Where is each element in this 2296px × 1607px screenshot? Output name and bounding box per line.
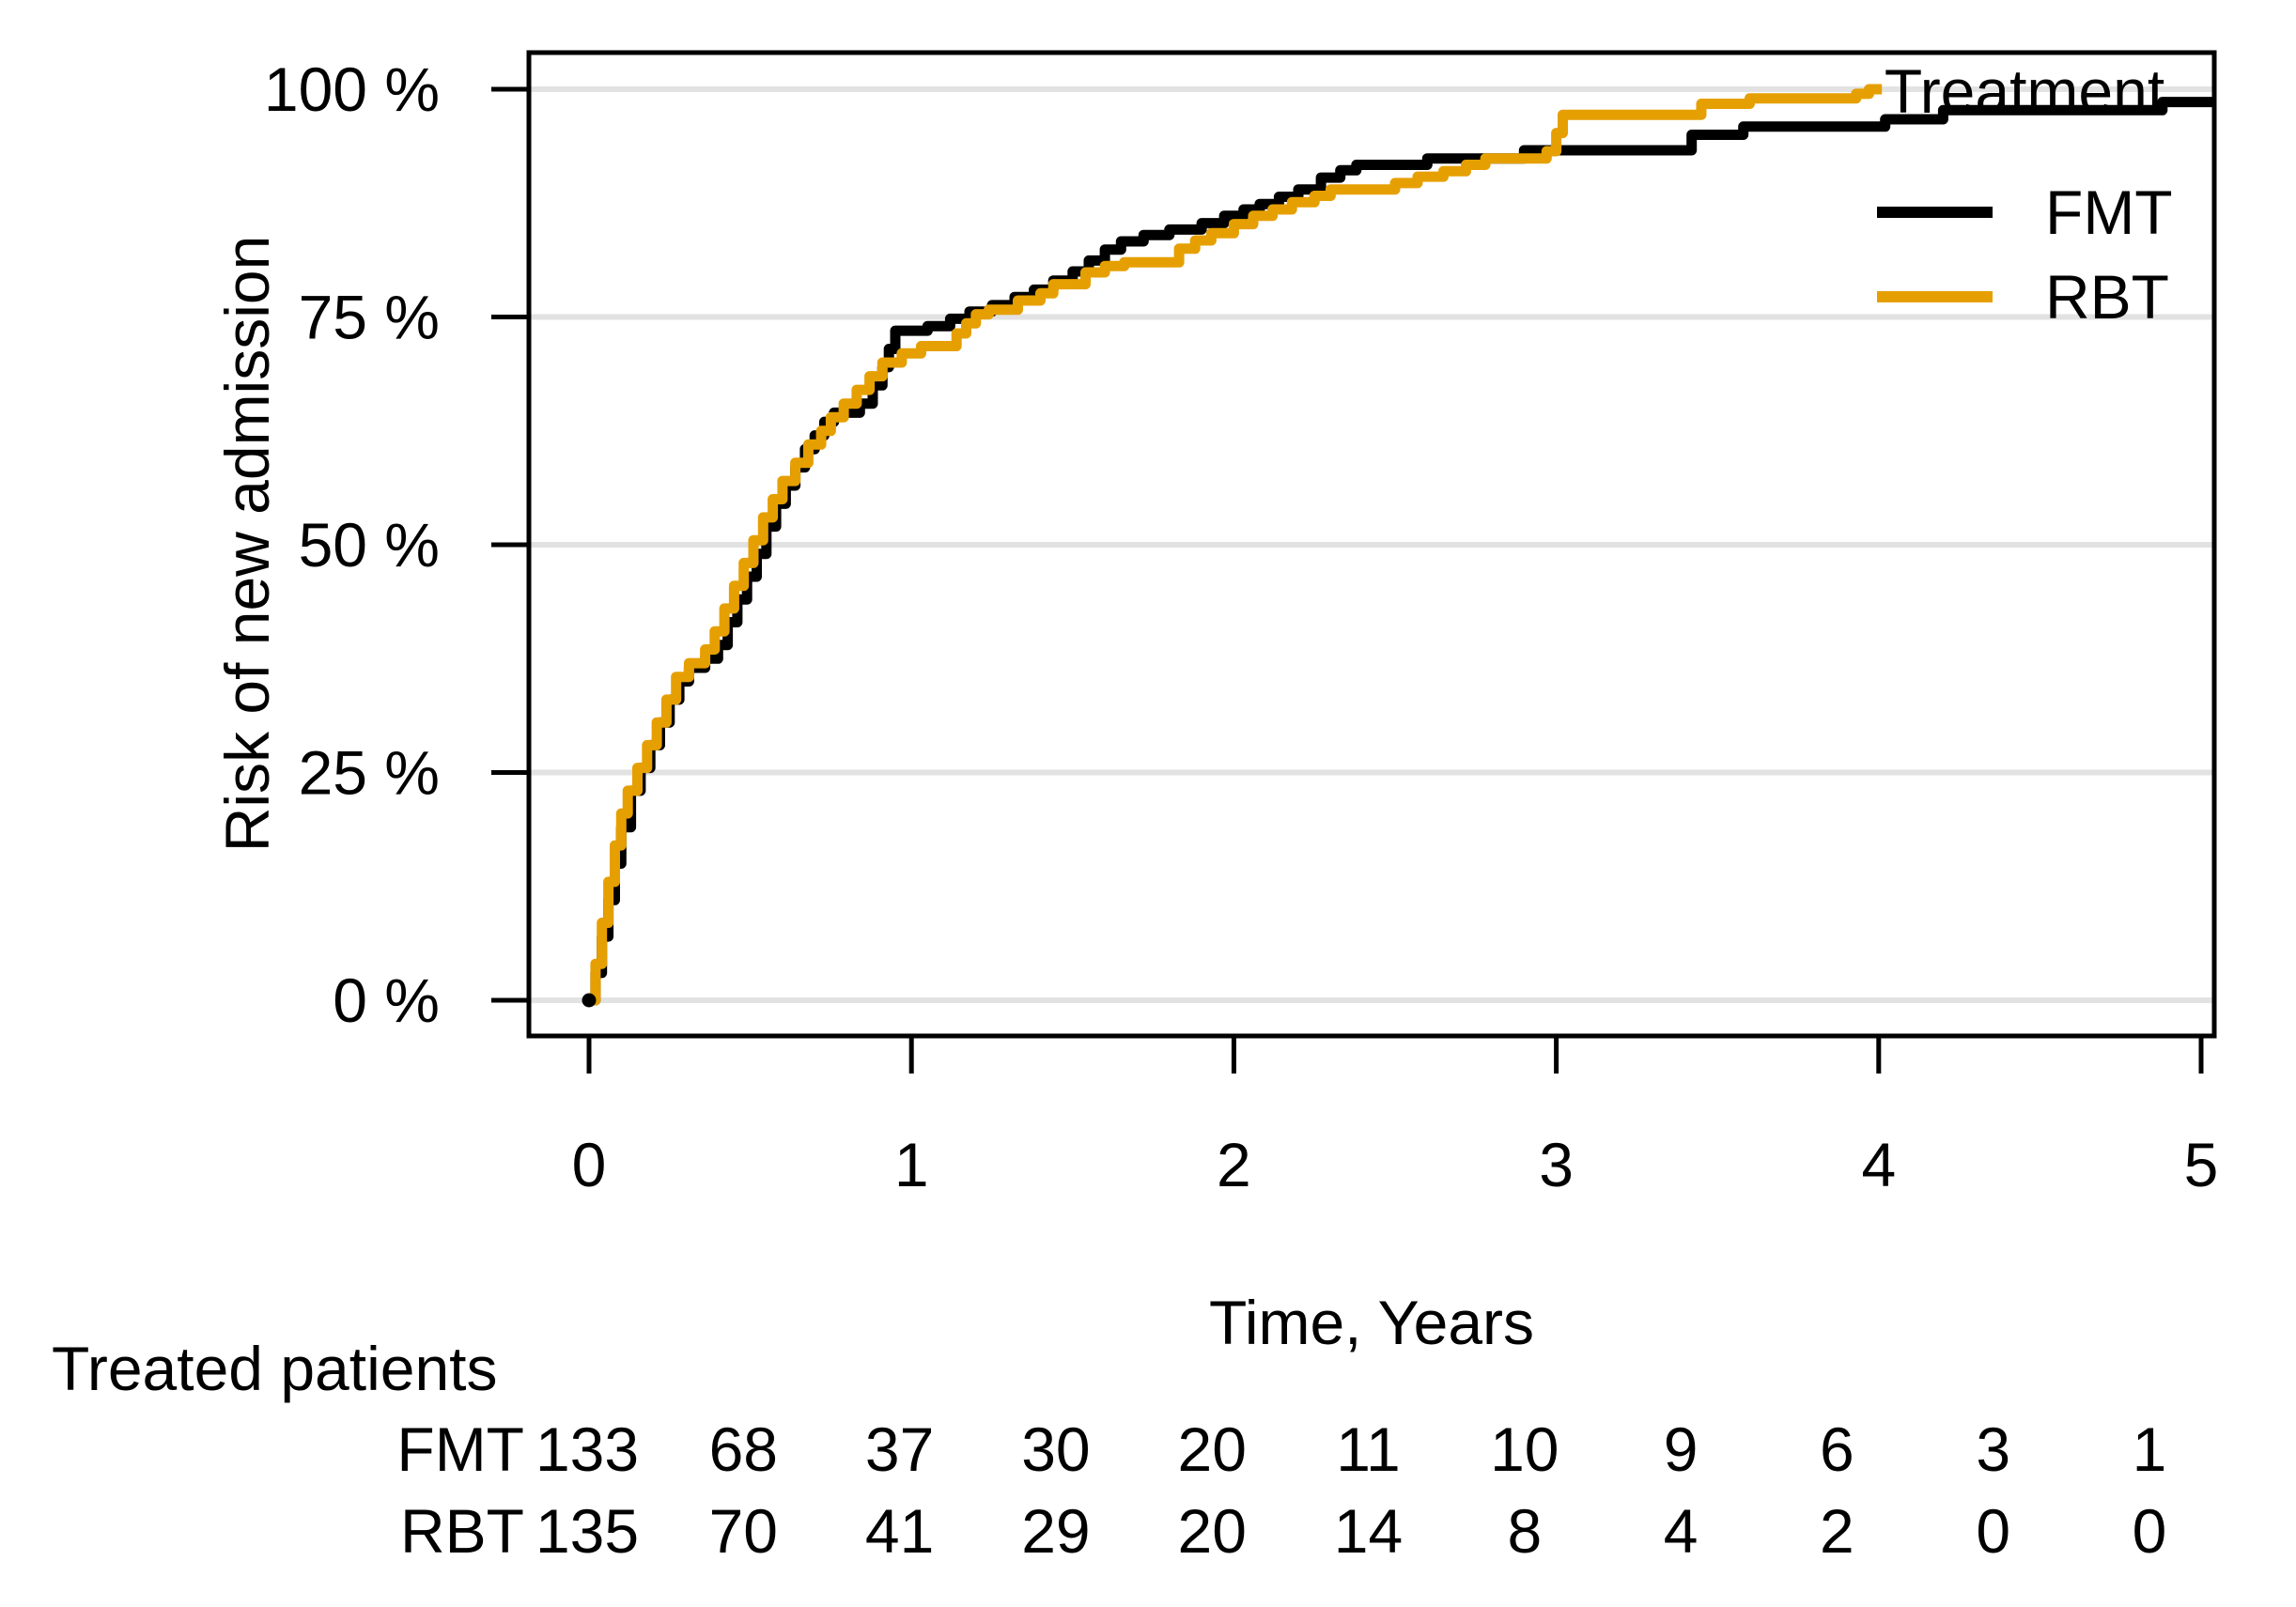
- legend-label-rbt: RBT: [2045, 262, 2169, 332]
- risk-table-row-label-rbt: RBT: [400, 1496, 524, 1566]
- risk-count-fmt: 10: [1490, 1414, 1559, 1484]
- y-tick-label: 50 %: [299, 510, 440, 579]
- risk-count-rbt: 2: [1820, 1496, 1854, 1566]
- risk-count-rbt: 0: [1976, 1496, 2010, 1566]
- risk-count-rbt: 0: [2133, 1496, 2167, 1566]
- risk-count-rbt: 8: [1507, 1496, 1542, 1566]
- risk-count-rbt: 41: [865, 1496, 934, 1566]
- survival-curves: [589, 84, 2214, 1006]
- y-axis-title: Risk of new admission: [212, 236, 282, 853]
- x-tick-label: 3: [1539, 1130, 1574, 1199]
- risk-count-rbt: 4: [1664, 1496, 1699, 1566]
- x-tick-label: 1: [894, 1130, 929, 1199]
- x-tick-label: 2: [1217, 1130, 1251, 1199]
- risk-count-rbt: 135: [535, 1496, 639, 1566]
- gridlines: [529, 86, 2214, 1003]
- risk-count-fmt: 68: [709, 1414, 778, 1484]
- x-tick-label: 5: [2184, 1130, 2219, 1199]
- legend: Treatment FMT RBT: [1877, 56, 2173, 332]
- risk-count-rbt: 29: [1021, 1496, 1090, 1566]
- y-tick-label: 100 %: [264, 54, 440, 124]
- fmt-curve: [589, 97, 2214, 1006]
- risk-count-fmt: 3: [1976, 1414, 2010, 1484]
- risk-count-fmt: 30: [1021, 1414, 1090, 1484]
- risk-count-fmt: 20: [1177, 1414, 1246, 1484]
- risk-count-fmt: 133: [535, 1414, 639, 1484]
- origin-dot: [582, 993, 597, 1008]
- risk-table-row-label-fmt: FMT: [396, 1414, 524, 1484]
- y-tick-label: 25 %: [299, 738, 440, 808]
- y-axis-ticks: [491, 86, 529, 1003]
- risk-count-fmt: 9: [1664, 1414, 1699, 1484]
- y-tick-label: 0 %: [333, 966, 440, 1035]
- rbt-curve: [589, 84, 1883, 1006]
- y-tick-label: 75 %: [299, 283, 440, 352]
- risk-count-rbt: 20: [1177, 1496, 1246, 1566]
- risk-table: Treated patients FMT RBT 133 68 37 30 20 11 10…: [52, 1334, 2166, 1566]
- x-tick-label: 0: [572, 1130, 607, 1199]
- risk-count-fmt: 1: [2133, 1414, 2167, 1484]
- x-axis-ticks: [586, 1036, 2204, 1074]
- risk-count-rbt: 14: [1334, 1496, 1403, 1566]
- x-axis-title: Time, Years: [1209, 1288, 1534, 1357]
- risk-count-fmt: 11: [1336, 1414, 1401, 1484]
- legend-label-fmt: FMT: [2045, 178, 2173, 247]
- risk-table-header: Treated patients: [52, 1334, 498, 1403]
- x-tick-label: 4: [1861, 1130, 1896, 1199]
- risk-count-fmt: 37: [865, 1414, 934, 1484]
- y-axis-tick-labels: 0 % 25 % 50 % 75 % 100 %: [264, 54, 440, 1035]
- risk-count-rbt: 70: [709, 1496, 778, 1566]
- x-axis-tick-labels: 0 1 2 3 4 5: [572, 1130, 2219, 1199]
- risk-count-fmt: 6: [1820, 1414, 1854, 1484]
